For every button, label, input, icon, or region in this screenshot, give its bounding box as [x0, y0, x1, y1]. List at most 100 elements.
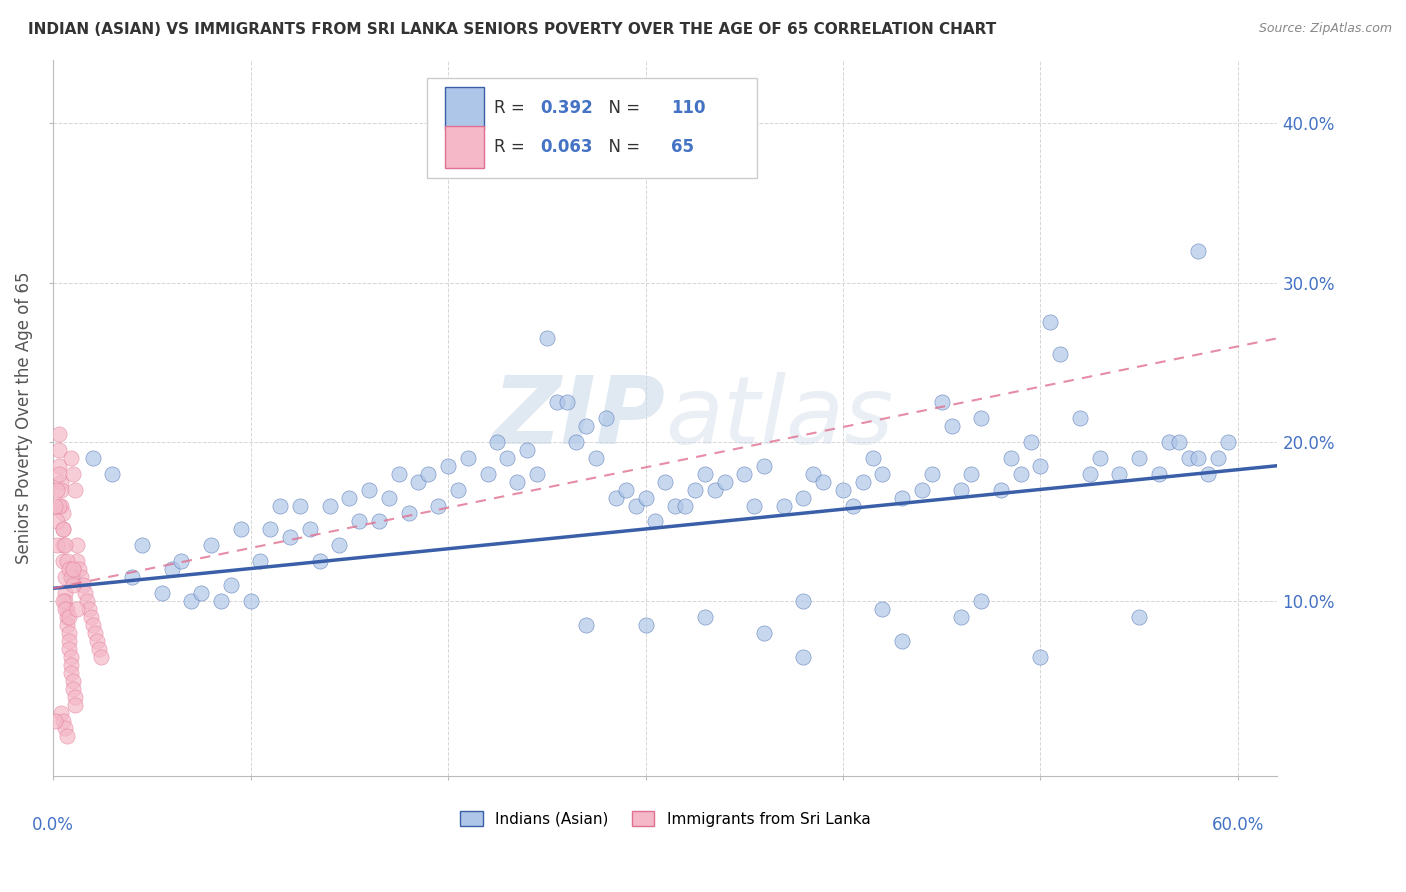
Point	[496, 450, 519, 465]
Point	[1187, 450, 1209, 465]
Point	[772, 499, 794, 513]
Point	[53, 586, 76, 600]
Point	[160, 562, 183, 576]
Point	[101, 467, 124, 481]
Text: 0.392: 0.392	[540, 99, 593, 118]
Point	[970, 411, 993, 425]
Point	[53, 722, 76, 736]
Point	[872, 467, 894, 481]
Point	[79, 610, 101, 624]
Point	[575, 418, 598, 433]
Point	[1197, 467, 1219, 481]
Point	[752, 626, 775, 640]
Point	[56, 602, 79, 616]
Point	[1010, 467, 1032, 481]
Text: 110: 110	[672, 99, 706, 118]
Point	[575, 618, 598, 632]
Point	[792, 649, 814, 664]
Point	[48, 499, 70, 513]
Point	[644, 515, 666, 529]
Point	[219, 578, 242, 592]
Point	[53, 594, 76, 608]
Point	[82, 618, 104, 632]
Point	[62, 681, 84, 696]
Point	[1029, 649, 1052, 664]
Point	[555, 395, 578, 409]
Point	[447, 483, 470, 497]
Point	[634, 491, 657, 505]
Text: 0.0%: 0.0%	[32, 816, 75, 834]
Point	[891, 491, 914, 505]
Point	[62, 467, 84, 481]
Point	[1147, 467, 1170, 481]
Point	[67, 562, 90, 576]
Point	[693, 467, 716, 481]
Point	[278, 530, 301, 544]
Point	[595, 411, 617, 425]
Point	[44, 499, 66, 513]
Point	[1000, 450, 1022, 465]
Point	[180, 594, 202, 608]
Point	[1128, 450, 1150, 465]
Point	[56, 554, 79, 568]
Point	[83, 626, 105, 640]
Point	[526, 467, 548, 481]
Point	[852, 475, 875, 489]
Point	[683, 483, 706, 497]
Point	[76, 594, 98, 608]
Y-axis label: Seniors Poverty Over the Age of 65: Seniors Poverty Over the Age of 65	[15, 272, 32, 564]
Point	[693, 610, 716, 624]
Point	[58, 610, 80, 624]
Point	[359, 483, 381, 497]
Point	[73, 586, 96, 600]
Point	[813, 475, 835, 489]
Point	[58, 626, 80, 640]
Point	[673, 499, 696, 513]
Point	[565, 434, 588, 449]
Point	[63, 483, 86, 497]
Point	[1108, 467, 1130, 481]
Point	[792, 594, 814, 608]
Text: 60.0%: 60.0%	[1212, 816, 1264, 834]
Point	[52, 594, 75, 608]
Point	[58, 562, 80, 576]
Point	[52, 714, 75, 728]
Point	[950, 483, 973, 497]
Point	[49, 475, 72, 489]
Point	[1019, 434, 1042, 449]
Point	[634, 618, 657, 632]
Point	[1177, 450, 1199, 465]
Point	[862, 450, 884, 465]
Point	[86, 633, 108, 648]
Point	[398, 507, 420, 521]
Point	[1206, 450, 1229, 465]
Point	[752, 458, 775, 473]
Point	[56, 610, 79, 624]
Text: R =: R =	[494, 99, 530, 118]
Point	[298, 522, 321, 536]
Point	[53, 538, 76, 552]
Point	[368, 515, 391, 529]
Point	[585, 450, 607, 465]
Point	[624, 499, 647, 513]
Point	[62, 578, 84, 592]
Text: R =: R =	[494, 138, 530, 156]
Point	[457, 450, 479, 465]
Point	[200, 538, 222, 552]
Point	[59, 450, 82, 465]
Point	[44, 714, 66, 728]
Point	[53, 570, 76, 584]
Point	[1157, 434, 1180, 449]
Point	[48, 467, 70, 481]
Point	[53, 602, 76, 616]
Text: 0.063: 0.063	[540, 138, 593, 156]
Point	[347, 515, 370, 529]
Point	[477, 467, 499, 481]
Point	[52, 507, 75, 521]
Point	[66, 554, 89, 568]
Point	[77, 602, 100, 616]
Point	[408, 475, 430, 489]
Point	[49, 706, 72, 720]
Point	[63, 690, 86, 704]
Point	[872, 602, 894, 616]
